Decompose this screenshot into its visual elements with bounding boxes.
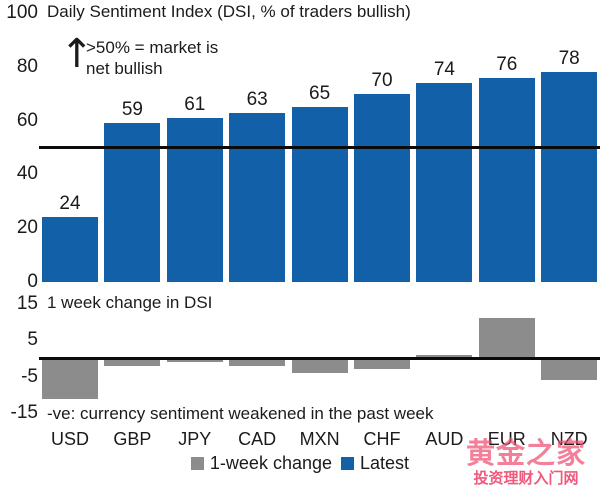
- bar-latest-MXN: [292, 107, 348, 282]
- bar-change-USD: [42, 359, 98, 399]
- value-label-CAD: 63: [225, 90, 289, 110]
- bar-change-CHF: [354, 359, 410, 370]
- y-tick-lower-5: 5: [0, 330, 38, 350]
- bar-latest-JPY: [167, 118, 223, 282]
- bar-latest-NZD: [541, 72, 597, 282]
- value-label-MXN: 65: [288, 84, 352, 104]
- value-label-NZD: 78: [537, 49, 600, 69]
- x-label-CHF: CHF: [350, 429, 414, 449]
- legend-label-change: 1-week change: [210, 453, 332, 474]
- x-label-MXN: MXN: [288, 429, 352, 449]
- bar-latest-CHF: [354, 94, 410, 282]
- y-tick-60: 60: [0, 111, 38, 131]
- blue-square-icon: [341, 457, 354, 470]
- value-label-CHF: 70: [350, 71, 414, 91]
- y-tick-80: 80: [0, 57, 38, 77]
- dsi-chart: Daily Sentiment Index (DSI, % of traders…: [0, 0, 600, 490]
- value-label-USD: 24: [38, 194, 102, 214]
- annotation-line2: net bullish: [86, 58, 218, 79]
- y-tick-20: 20: [0, 218, 38, 238]
- value-label-JPY: 61: [163, 95, 227, 115]
- x-label-CAD: CAD: [225, 429, 289, 449]
- legend-item-latest: Latest: [341, 453, 409, 474]
- bar-latest-EUR: [479, 78, 535, 282]
- site-watermark: 黄金之家 投资理财入门网: [466, 440, 586, 486]
- legend-label-latest: Latest: [360, 453, 409, 474]
- watermark-title: 黄金之家: [466, 440, 586, 469]
- value-label-AUD: 74: [412, 60, 476, 80]
- threshold-50-line: [39, 146, 600, 149]
- legend-item-change: 1-week change: [191, 453, 332, 474]
- x-label-GBP: GBP: [100, 429, 164, 449]
- y-tick-lower--5: -5: [0, 367, 38, 387]
- y-tick-0: 0: [0, 272, 38, 292]
- bar-latest-USD: [42, 217, 98, 282]
- bar-change-MXN: [292, 359, 348, 374]
- y-tick-lower--15: -15: [0, 403, 38, 423]
- x-label-JPY: JPY: [163, 429, 227, 449]
- y-tick-40: 40: [0, 164, 38, 184]
- threshold-annotation: >50% = market is net bullish: [86, 37, 218, 79]
- bar-change-EUR: [479, 318, 535, 358]
- watermark-subtitle: 投资理财入门网: [466, 471, 586, 486]
- chart-title: Daily Sentiment Index (DSI, % of traders…: [47, 2, 411, 22]
- x-label-USD: USD: [38, 429, 102, 449]
- bar-latest-CAD: [229, 113, 285, 282]
- lower-panel-note: -ve: currency sentiment weakened in the …: [47, 404, 433, 424]
- y-tick-lower-15: 15: [0, 294, 38, 314]
- zero-line: [39, 357, 600, 360]
- y-tick-100: 100: [0, 3, 38, 23]
- bar-latest-AUD: [416, 83, 472, 282]
- gray-square-icon: [191, 457, 204, 470]
- value-label-EUR: 76: [475, 55, 539, 75]
- value-label-GBP: 59: [100, 100, 164, 120]
- bar-change-NZD: [541, 359, 597, 381]
- annotation-line1: >50% = market is: [86, 37, 218, 58]
- lower-panel-title: 1 week change in DSI: [47, 293, 212, 313]
